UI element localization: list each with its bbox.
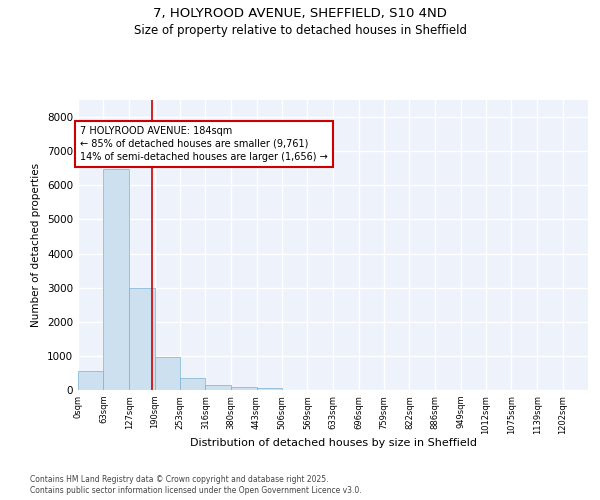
Bar [129,288,155,390]
Text: 7 HOLYROOD AVENUE: 184sqm
← 85% of detached houses are smaller (9,761)
14% of se: 7 HOLYROOD AVENUE: 184sqm ← 85% of detac… [80,126,328,162]
Bar [257,388,282,390]
X-axis label: Distribution of detached houses by size in Sheffield: Distribution of detached houses by size … [190,438,476,448]
Bar [231,386,257,390]
Text: Contains public sector information licensed under the Open Government Licence v3: Contains public sector information licen… [30,486,362,495]
Text: 7, HOLYROOD AVENUE, SHEFFIELD, S10 4ND: 7, HOLYROOD AVENUE, SHEFFIELD, S10 4ND [153,8,447,20]
Bar [155,357,180,390]
Bar [103,169,129,390]
Bar [180,378,205,390]
Y-axis label: Number of detached properties: Number of detached properties [31,163,41,327]
Bar [205,384,231,390]
Text: Contains HM Land Registry data © Crown copyright and database right 2025.: Contains HM Land Registry data © Crown c… [30,475,329,484]
Text: Size of property relative to detached houses in Sheffield: Size of property relative to detached ho… [133,24,467,37]
Bar [78,370,103,390]
